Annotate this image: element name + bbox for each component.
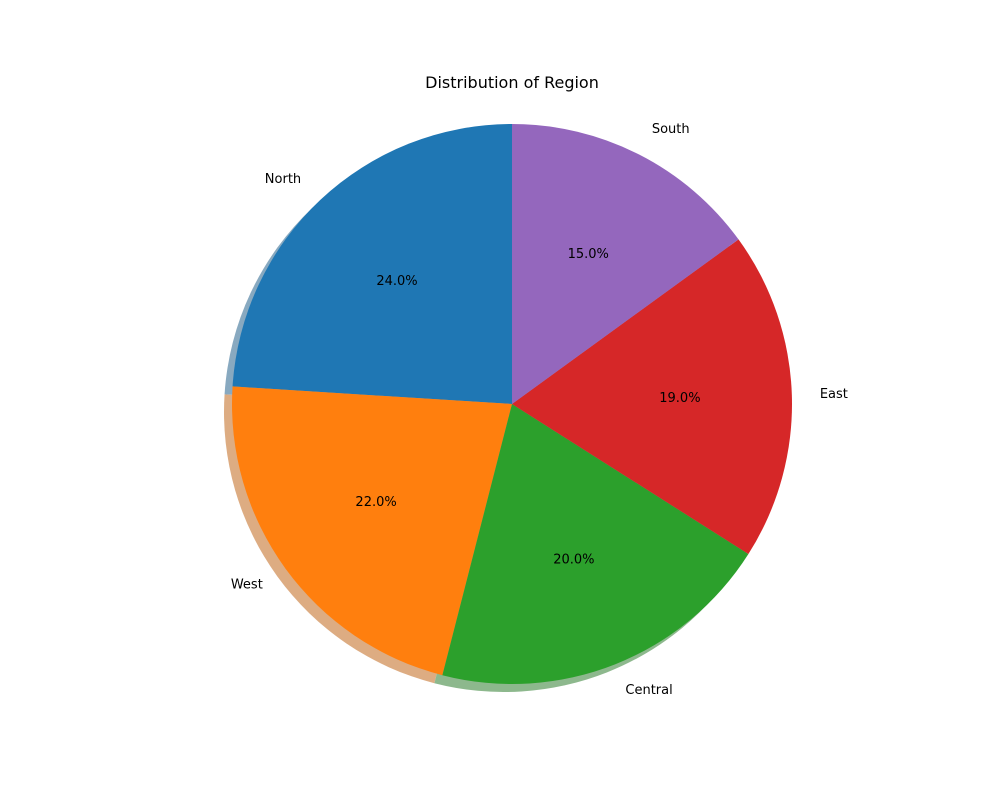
- pie-slice-south: [512, 124, 739, 404]
- pie-category-label-central: Central: [625, 683, 672, 698]
- pie-category-label-north: North: [265, 172, 301, 187]
- pie-slice-north: [232, 124, 512, 404]
- pie-percent-label-west: 22.0%: [355, 495, 396, 510]
- pie-percent-label-north: 24.0%: [376, 274, 417, 289]
- pie-category-labels: North West Central East South: [231, 122, 848, 698]
- pie-percent-label-central: 20.0%: [553, 553, 594, 568]
- pie-slices: [231, 124, 792, 684]
- pie-category-label-east: East: [820, 387, 848, 402]
- pie-percent-label-east: 19.0%: [659, 391, 700, 406]
- pie-percent-label-south: 15.0%: [568, 247, 609, 262]
- pie-category-label-south: South: [652, 122, 690, 137]
- pie-slice-west: [231, 386, 512, 676]
- pie-category-label-west: West: [231, 578, 263, 593]
- pie-percent-labels: 24.0% 22.0% 20.0% 19.0% 15.0%: [355, 247, 700, 568]
- chart-title: Distribution of Region: [425, 73, 599, 92]
- pie-slice-east: [512, 239, 792, 555]
- pie-slice-central: [442, 404, 749, 684]
